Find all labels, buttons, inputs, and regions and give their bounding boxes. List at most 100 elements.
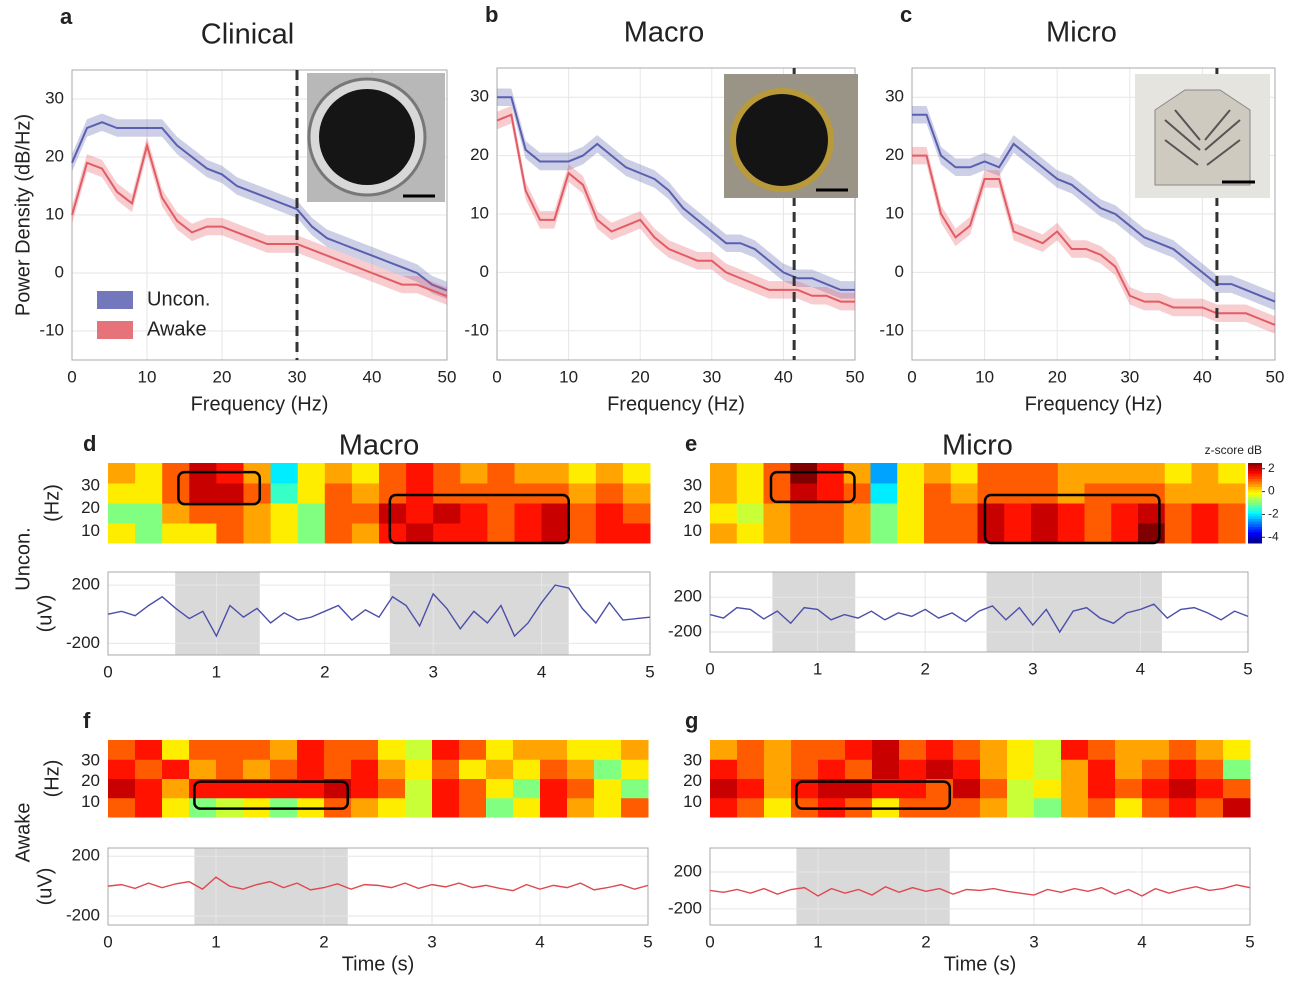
y-tick-label: 10 [885,203,904,222]
heat-cell [1061,759,1089,779]
heat-cell [621,797,649,818]
heat-cell [977,523,1005,544]
heat-cell [1191,503,1219,524]
heat-cell [1007,778,1035,799]
heat-cell [162,523,190,544]
x-tick-label: 50 [438,367,457,386]
heat-cell [594,759,622,779]
heat-cell [216,740,244,760]
heat-cell [924,483,952,504]
heat-cell [405,740,433,760]
heat-cell [1169,797,1197,818]
heat-cell [486,778,514,799]
heat-cell [1138,463,1166,484]
panel-label: e [685,431,697,456]
y-tick-label: -200 [66,906,100,925]
heat-cell [845,759,873,779]
heat-cell [513,797,541,818]
panel-label: b [485,2,498,27]
colorbar-step [1248,505,1262,509]
colorbar-step [1248,492,1262,496]
heat-cell [1004,503,1032,524]
heat-cell [459,740,487,760]
heat-cell [135,463,163,484]
heat-cell [568,463,597,484]
x-tick-label: 2 [921,932,930,951]
x-tick-label: 1 [212,662,221,681]
x-tick-label: 20 [631,367,650,386]
plot-frame [709,571,1249,653]
heat-cell [1061,740,1089,760]
heat-cell [763,523,791,544]
heat-cell [622,503,651,524]
heat-cell [541,483,570,504]
heat-cell [405,778,433,799]
x-tick-label: 4 [537,662,546,681]
y-tick-label: -200 [66,633,100,652]
heat-cell [108,759,136,779]
colorbar-step [1248,479,1262,483]
highlight [986,572,1162,652]
heat-cell [1004,463,1032,484]
heat-cell [540,797,568,818]
series-line [107,876,649,892]
heat-cell [406,463,434,484]
heat-cell [953,797,981,818]
y-tick-label: -200 [668,898,702,917]
heat-cell [567,797,595,818]
heat-cell [189,759,217,779]
heat-cell [162,797,190,818]
heat-cell [1115,778,1143,799]
heat-cell [1115,740,1143,760]
heat-cell [378,759,406,779]
heat-cell [243,778,271,799]
heat-cell [378,740,406,760]
colorbar-step [1248,484,1262,488]
colorbar-step [1248,535,1262,539]
heat-cell [216,778,244,799]
heat-cell [405,759,433,779]
heat-cell [790,523,818,544]
colorbar-step [1248,532,1262,536]
heat-cell [710,503,738,524]
heat-cell [950,503,978,524]
y-tick-label: 10 [683,521,702,540]
heat-cell [135,759,163,779]
heat-cell [763,483,791,504]
heat-cell [270,503,299,524]
heat-cell [1223,797,1251,818]
heat-cell [1169,759,1197,779]
x-tick-label: 30 [1120,367,1139,386]
heat-cell [1142,759,1170,779]
heat-cell [459,778,487,799]
heat-cell [297,483,326,504]
heat-cell [897,463,925,484]
y-tick-label: 20 [683,498,702,517]
heat-cell [980,778,1008,799]
heat-cell [379,463,407,484]
highlight [796,848,950,925]
y-axis-label: (uV) [34,868,56,906]
heat-cell [818,759,846,779]
heat-cell [953,740,981,760]
insets [307,73,1270,202]
chart-title: Macro [624,17,705,49]
heat-cell [135,778,163,799]
y-tick-label: 30 [683,475,702,494]
heat-cell [764,740,792,760]
heat-cell [594,740,622,760]
heat-cell [1034,778,1062,799]
heat-cell [870,503,898,524]
colorbar-step [1248,463,1262,467]
heat-cell [1031,523,1059,544]
x-tick-label: 0 [705,932,714,951]
legend-label: Awake [147,318,207,340]
heat-cell [924,523,952,544]
y-tick-label: -10 [879,320,904,339]
heat-cell [1088,797,1116,818]
heat-cell [621,778,649,799]
heat-cell [135,503,163,524]
x-tick-label: 50 [846,367,865,386]
plot-frame [107,847,649,926]
y-tick-label: 30 [81,475,100,494]
